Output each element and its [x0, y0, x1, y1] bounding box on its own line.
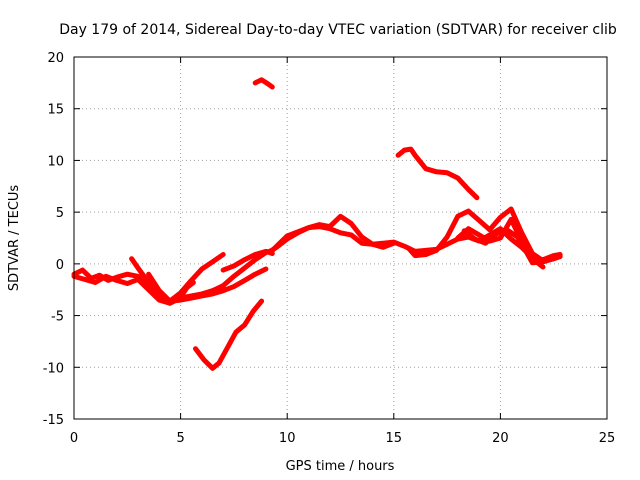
chart-title: Day 179 of 2014, Sidereal Day-to-day VTE…	[59, 22, 617, 38]
x-tick-label: 25	[599, 431, 616, 446]
y-tick-label: 5	[56, 206, 64, 221]
y-tick-label: 20	[47, 51, 64, 66]
y-tick-label: 0	[56, 258, 64, 273]
plot-frame	[73, 56, 608, 420]
series-line-arc-10	[269, 213, 397, 253]
series-group	[71, 77, 563, 371]
axis-ticks: 0 5 10 15 20 25 -15 -10 -5 0 5 10 15 20	[43, 51, 616, 446]
x-tick-label: 0	[70, 431, 78, 446]
y-axis-label: SDTVAR / TECUs	[7, 185, 22, 292]
series-line-arc-3	[129, 252, 226, 304]
x-axis-label: GPS time / hours	[286, 459, 395, 474]
series-line-arc-6	[220, 248, 275, 273]
series-line-arc-8	[252, 77, 275, 90]
series-line-arc-12	[406, 206, 563, 264]
y-tick-label: -10	[43, 361, 64, 376]
x-tick-label: 5	[176, 431, 184, 446]
y-tick-label: -5	[51, 310, 64, 325]
y-tick-label: 15	[47, 103, 64, 118]
x-tick-label: 20	[492, 431, 509, 446]
y-tick-label: 10	[47, 154, 64, 169]
series-line-arc-4	[146, 266, 269, 304]
series-line-arc-11	[395, 146, 480, 201]
series-line-arc-7	[193, 298, 265, 371]
x-tick-label: 10	[279, 431, 296, 446]
y-tick-label: -15	[43, 413, 64, 428]
series-line-arc-14	[455, 216, 546, 270]
x-tick-label: 15	[386, 431, 403, 446]
